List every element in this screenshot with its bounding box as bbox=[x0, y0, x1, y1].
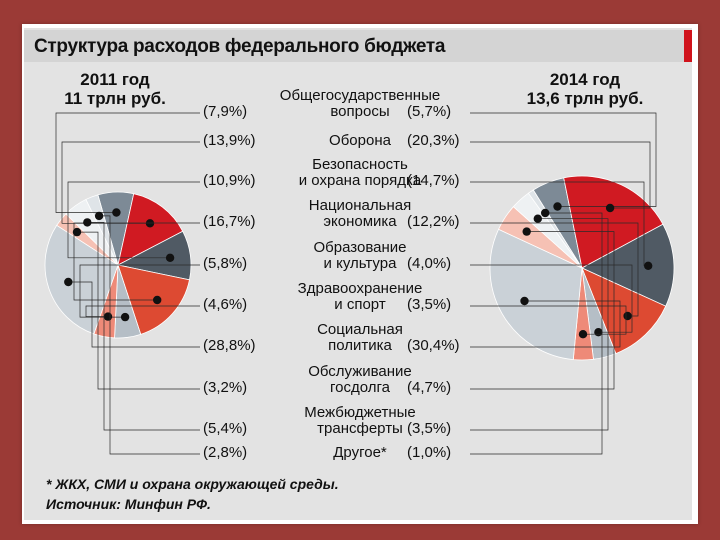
leader-dot bbox=[553, 202, 562, 211]
leader-dot bbox=[644, 261, 653, 270]
leader-dot bbox=[541, 208, 550, 218]
leader-dot bbox=[522, 227, 531, 236]
leader-line bbox=[67, 181, 200, 259]
category-label: и охрана порядка bbox=[298, 172, 422, 189]
leader-line bbox=[470, 141, 651, 209]
category-label: Обслуживание bbox=[308, 363, 412, 380]
title-bar bbox=[24, 30, 692, 62]
pct-label-2011: (7,9%) bbox=[203, 103, 248, 120]
pct-label-2011: (4,6%) bbox=[203, 296, 248, 313]
leader-dot bbox=[605, 203, 615, 213]
leader-dot bbox=[533, 214, 542, 223]
pie-slice bbox=[117, 193, 184, 266]
pct-label-2014: (30,4%) bbox=[407, 337, 460, 354]
leader-line bbox=[68, 281, 200, 348]
pct-label-2014: (12,2%) bbox=[407, 213, 460, 230]
pct-label-2014: (4,0%) bbox=[407, 255, 452, 272]
category-label: Общегосударственные bbox=[279, 87, 441, 104]
footnote: * ЖКХ, СМИ и охрана окружающей среды. bbox=[46, 476, 339, 492]
pct-label-2011: (28,8%) bbox=[203, 337, 256, 354]
category-label: Социальная bbox=[317, 321, 403, 338]
pie-slice bbox=[563, 175, 664, 269]
category-label: Безопасность bbox=[312, 156, 408, 173]
leader-line bbox=[470, 264, 633, 333]
leader-dot bbox=[120, 312, 130, 322]
leader-dot bbox=[578, 330, 588, 339]
category-label: Оборона bbox=[329, 132, 391, 149]
leader-line bbox=[85, 305, 200, 317]
chart-title: Структура расходов федерального бюджета bbox=[34, 36, 446, 57]
category-label: Другое* bbox=[333, 444, 387, 461]
leader-lines bbox=[55, 112, 657, 455]
category-label: экономика bbox=[323, 213, 397, 230]
leader-line bbox=[470, 218, 609, 431]
category-label: трансферты bbox=[317, 420, 403, 437]
leader-dot bbox=[83, 218, 92, 227]
leader-dot bbox=[594, 328, 603, 337]
leader-dot bbox=[72, 227, 82, 237]
category-label: Здравоохранение bbox=[297, 280, 423, 297]
leader-line bbox=[99, 215, 200, 455]
pct-label-2011: (13,9%) bbox=[203, 132, 256, 149]
pie-slice bbox=[581, 267, 667, 355]
leader-line bbox=[77, 231, 200, 390]
title-accent bbox=[684, 30, 692, 62]
pct-label-2011: (5,8%) bbox=[203, 255, 248, 272]
leader-dot bbox=[520, 296, 529, 306]
leader-dot bbox=[165, 253, 175, 262]
pct-label-2014: (14,7%) bbox=[407, 172, 460, 189]
category-label: Межбюджетные bbox=[304, 404, 416, 421]
pct-label-2011: (3,2%) bbox=[203, 379, 248, 396]
category-label: госдолга bbox=[330, 379, 390, 396]
category-label: вопросы bbox=[330, 103, 390, 120]
leader-dot bbox=[64, 277, 73, 287]
pct-label-2014: (3,5%) bbox=[407, 296, 452, 313]
leader-line bbox=[79, 264, 200, 318]
category-label: Национальная bbox=[308, 197, 412, 214]
pie-2011-year: 2011 год bbox=[80, 70, 150, 89]
pct-label-2011: (2,8%) bbox=[203, 444, 248, 461]
pct-label-2014: (4,7%) bbox=[407, 379, 452, 396]
leader-line bbox=[470, 305, 627, 335]
category-label: Образование bbox=[313, 239, 407, 256]
pct-label-2014: (5,7%) bbox=[407, 103, 452, 120]
leader-line bbox=[470, 231, 615, 390]
pie-2011-header: 2011 год 11 трлн руб. bbox=[50, 70, 180, 108]
leader-line bbox=[470, 300, 621, 348]
category-label: и спорт bbox=[334, 296, 386, 313]
pie-slice bbox=[489, 228, 583, 361]
leader-dot bbox=[94, 211, 104, 221]
leader-dot bbox=[103, 312, 113, 321]
pct-label-2014: (20,3%) bbox=[407, 132, 460, 149]
leader-line bbox=[87, 222, 200, 431]
pie-2014-year: 2014 год bbox=[549, 70, 621, 89]
pct-label-2014: (3,5%) bbox=[407, 420, 452, 437]
leader-line bbox=[470, 212, 603, 455]
pie-2014-header: 2014 год 13,6 трлн руб. bbox=[510, 70, 660, 108]
leader-line bbox=[470, 222, 639, 317]
pie-slice bbox=[527, 189, 583, 269]
pie-slice bbox=[44, 224, 119, 335]
category-label: и культура bbox=[323, 255, 397, 272]
leader-dot bbox=[153, 295, 162, 305]
pct-label-2011: (5,4%) bbox=[203, 420, 248, 437]
category-label: политика bbox=[328, 337, 392, 354]
pct-label-2011: (16,7%) bbox=[203, 213, 256, 230]
pct-label-2011: (10,9%) bbox=[203, 172, 256, 189]
leader-dot bbox=[112, 208, 121, 217]
pie-2014-total: 13,6 трлн руб. bbox=[526, 89, 644, 108]
pie-2011-total: 11 трлн руб. bbox=[64, 89, 166, 108]
source-note: Источник: Минфин РФ. bbox=[46, 496, 211, 512]
leader-line bbox=[73, 222, 200, 301]
leader-dot bbox=[623, 311, 632, 321]
pie-2011 bbox=[44, 191, 192, 339]
leader-line bbox=[55, 112, 200, 213]
pct-label-2014: (1,0%) bbox=[407, 444, 452, 461]
